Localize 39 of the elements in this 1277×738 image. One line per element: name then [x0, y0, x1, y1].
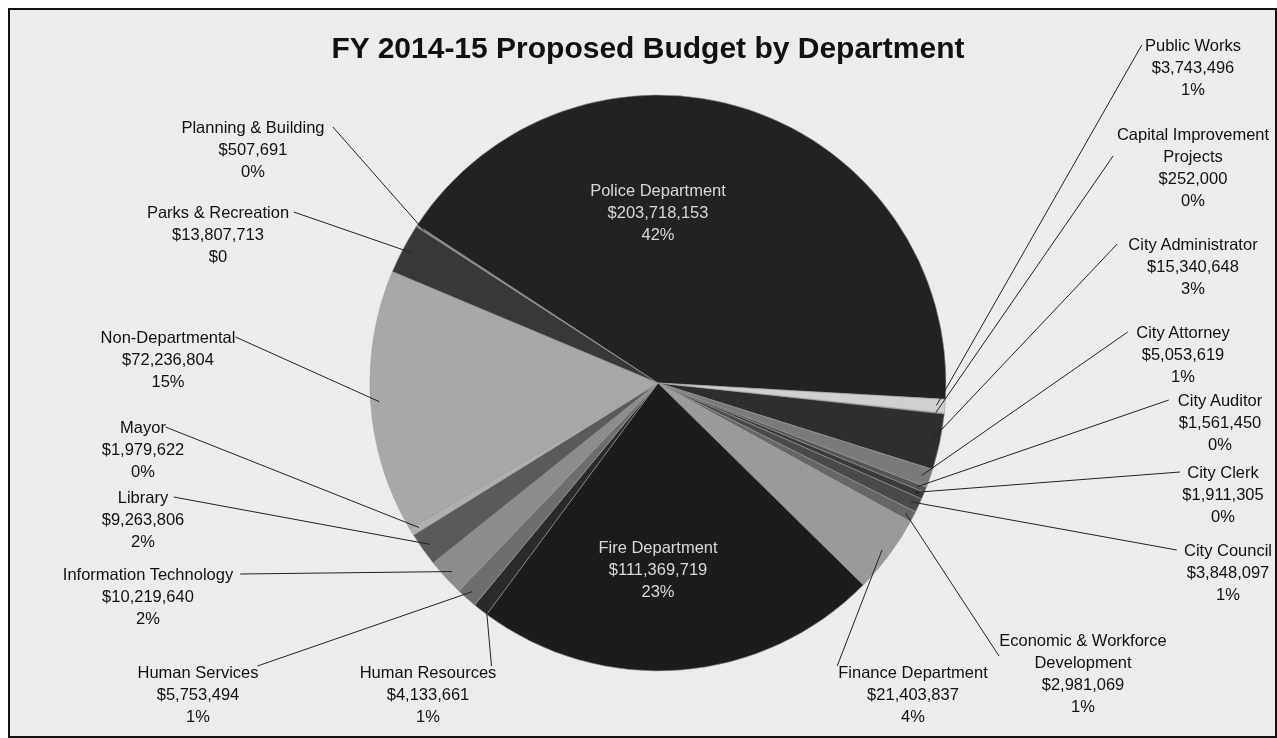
- slice-label: Finance Department: [838, 663, 989, 681]
- chart-title: FY 2014-15 Proposed Budget by Department: [331, 31, 965, 64]
- data-label: $13,807,713 $0: [172, 225, 264, 265]
- slice-label: Library: [117, 488, 169, 506]
- slice-label: City Clerk: [1187, 463, 1260, 481]
- data-label: $72,236,804 15%: [122, 350, 214, 390]
- slice-label: City Attorney: [1136, 323, 1231, 341]
- data-label: $21,403,837 4%: [867, 685, 959, 725]
- data-label: $203,718,153 42%: [607, 203, 709, 243]
- slice-label: Capital Improvement Projects: [1116, 125, 1270, 165]
- slice-label: Public Works: [1145, 36, 1241, 54]
- data-label: $15,340,648 3%: [1147, 257, 1239, 297]
- data-label: $507,691 0%: [218, 140, 288, 180]
- data-label: $4,133,661 1%: [386, 685, 470, 725]
- data-label: $9,263,806 2%: [101, 510, 185, 550]
- data-label: $2,981,069 1%: [1041, 675, 1125, 715]
- data-label: $3,743,496 1%: [1151, 58, 1235, 98]
- data-label: $10,219,640 2%: [102, 587, 194, 627]
- slice-label: Fire Department: [598, 538, 719, 556]
- data-label: $1,561,450 0%: [1178, 413, 1262, 453]
- slice-label: Human Resources: [359, 663, 497, 681]
- slice-label: Non-Departmental: [100, 328, 236, 346]
- slice-label: City Auditor: [1177, 391, 1263, 409]
- data-label: $3,848,097 1%: [1186, 563, 1270, 603]
- data-label: $5,753,494 1%: [156, 685, 240, 725]
- data-label: $1,979,622 0%: [101, 440, 185, 480]
- slice-label: Police Department: [590, 181, 727, 199]
- slice-label: City Council: [1183, 541, 1273, 559]
- data-label: $5,053,619 1%: [1141, 345, 1225, 385]
- slice-label: Information Technology: [62, 565, 234, 583]
- slice-label: Economic & Workforce Development: [999, 631, 1167, 671]
- data-label: $1,911,305 0%: [1182, 485, 1264, 525]
- slice-label: City Administrator: [1128, 235, 1259, 253]
- slice-label: Planning & Building: [181, 118, 325, 136]
- slice-label: Human Services: [137, 663, 259, 681]
- data-label: $252,000 0%: [1158, 169, 1228, 209]
- slice-label: Mayor: [120, 418, 167, 436]
- data-label: $111,369,719 23%: [608, 560, 708, 600]
- slice-label: Parks & Recreation: [146, 203, 290, 221]
